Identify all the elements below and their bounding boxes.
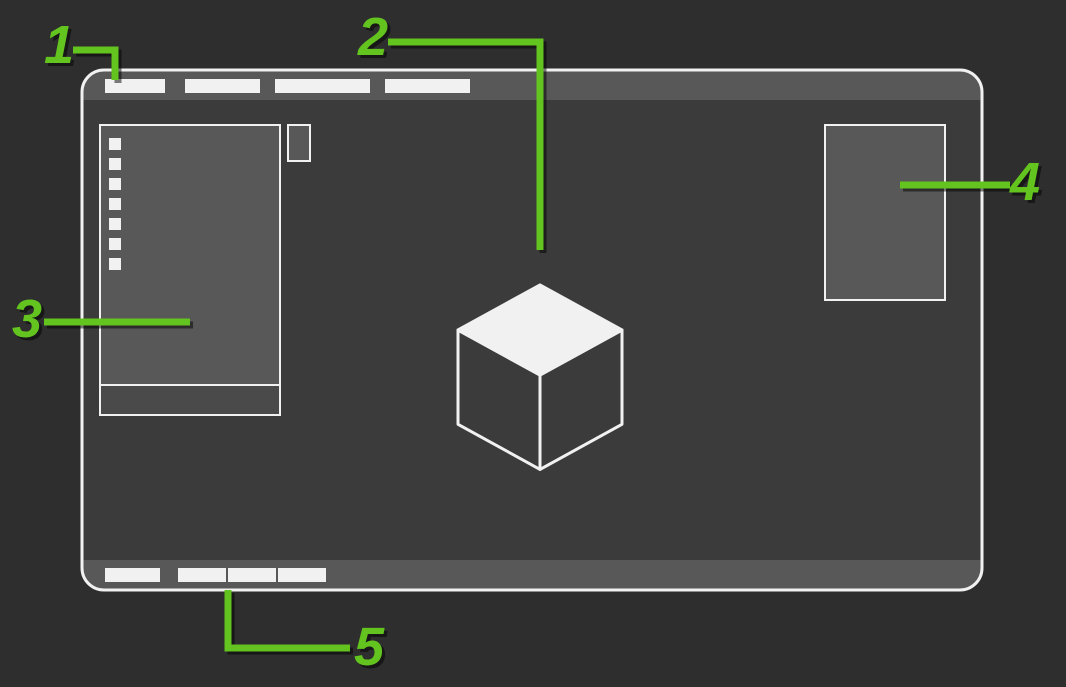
diagram-svg xyxy=(0,0,1066,687)
menu-item-2[interactable] xyxy=(185,79,260,93)
status-item-2[interactable] xyxy=(178,568,226,582)
status-item-1[interactable] xyxy=(105,568,160,582)
aux-chip[interactable] xyxy=(288,125,310,161)
tool-tab-4[interactable] xyxy=(109,198,121,210)
status-item-3[interactable] xyxy=(228,568,276,582)
callout-number-1: 1 xyxy=(44,18,74,72)
tool-panel xyxy=(100,125,280,415)
diagram-stage: 1 2 3 4 5 xyxy=(0,0,1066,687)
menu-item-3[interactable] xyxy=(275,79,370,93)
tool-tab-2[interactable] xyxy=(109,158,121,170)
callout-line-5 xyxy=(228,590,350,648)
tool-tab-1[interactable] xyxy=(109,138,121,150)
callout-number-3: 3 xyxy=(12,292,42,346)
callout-line-shadow-5 xyxy=(231,593,353,651)
tool-tab-5[interactable] xyxy=(109,218,121,230)
tool-tab-7[interactable] xyxy=(109,258,121,270)
tool-panel-footer xyxy=(100,385,280,415)
status-item-4[interactable] xyxy=(278,568,326,582)
callout-number-5: 5 xyxy=(354,620,384,674)
callout-number-4: 4 xyxy=(1010,155,1040,209)
menu-item-1[interactable] xyxy=(105,79,165,93)
menu-item-4[interactable] xyxy=(385,79,470,93)
tool-tab-6[interactable] xyxy=(109,238,121,250)
side-panel xyxy=(825,125,945,300)
callout-number-2: 2 xyxy=(358,10,388,64)
tool-tab-3[interactable] xyxy=(109,178,121,190)
